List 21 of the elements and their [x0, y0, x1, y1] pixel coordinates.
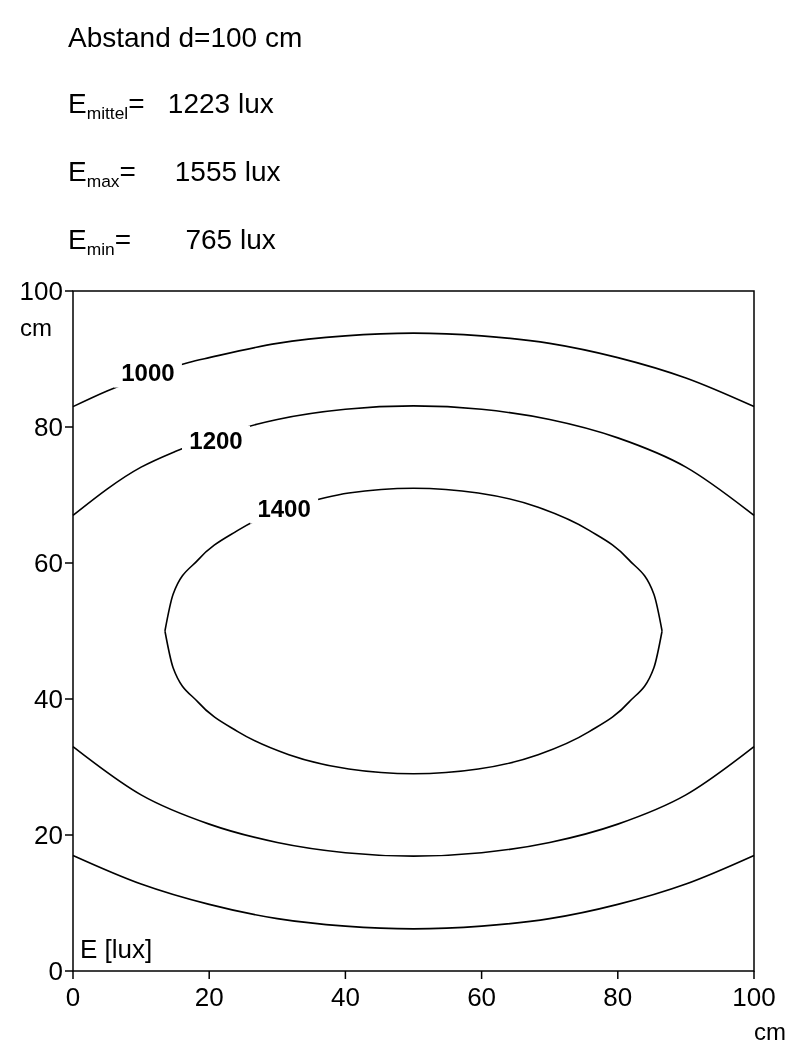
x-axis-title: cm — [754, 1018, 786, 1045]
x-tick-label: 80 — [603, 982, 633, 1012]
y-axis-title: cm — [20, 314, 52, 341]
text: E$_{min}$= 765 lux — [68, 224, 276, 259]
y-tick-label: 40 — [34, 684, 63, 714]
chart-title: Abstand d=100 cm — [68, 22, 303, 53]
y-tick-label: 20 — [34, 820, 63, 850]
x-tick-label: 60 — [467, 982, 497, 1012]
text: E$_{max}$= 1555 lux — [68, 156, 281, 191]
x-tick-label: 100 — [732, 982, 776, 1012]
y-tick-label: 60 — [34, 548, 63, 578]
y-tick-label: 0 — [48, 956, 63, 986]
annotation: 1400 — [257, 494, 311, 522]
x-tick-label: 20 — [194, 982, 224, 1012]
annotation: 1000 — [121, 358, 175, 386]
y-tick-label: 80 — [34, 412, 63, 442]
legend-title: E [lux] — [80, 934, 153, 964]
x-tick-label: 40 — [330, 982, 360, 1012]
text: E$_{mittel}$= 1223 lux — [68, 88, 274, 123]
y-tick-label: 100 — [19, 276, 63, 306]
annotation: 1200 — [189, 426, 243, 454]
